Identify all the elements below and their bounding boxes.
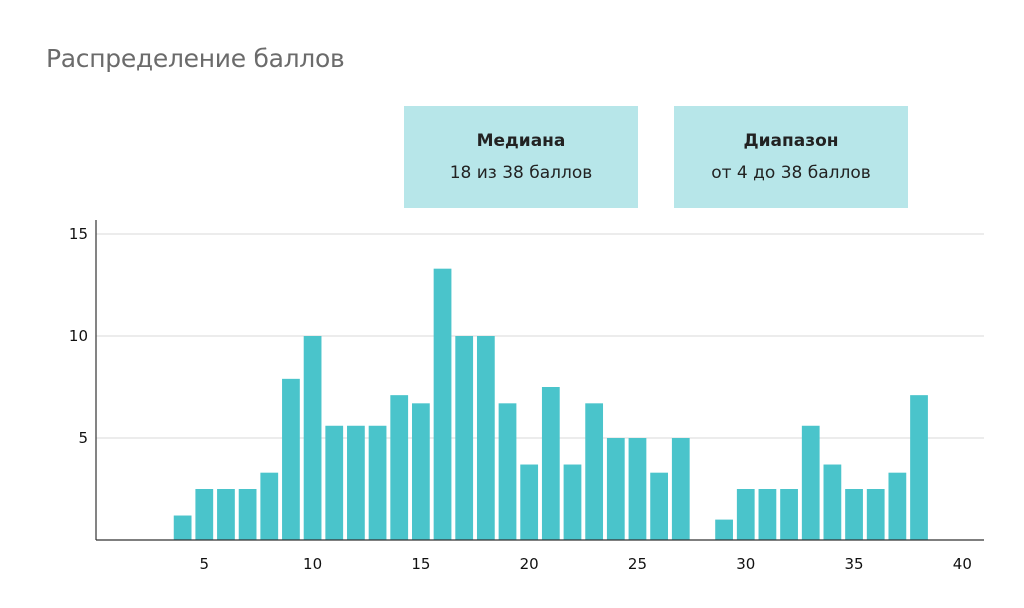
bar-score-9 <box>282 378 300 540</box>
bar-score-15 <box>411 403 430 540</box>
bar-score-33 <box>801 425 820 540</box>
x-tick-label: 20 <box>520 555 539 573</box>
y-tick-label: 10 <box>69 327 88 345</box>
bar-score-19 <box>498 403 517 540</box>
x-tick-label: 10 <box>303 555 322 573</box>
bar-score-8 <box>260 472 279 540</box>
y-tick-label: 15 <box>69 225 88 243</box>
bar-score-4 <box>173 515 192 540</box>
bar-score-24 <box>606 438 625 540</box>
range-label: Диапазон <box>743 131 839 151</box>
bar-score-37 <box>888 472 907 540</box>
x-tick-label: 30 <box>736 555 755 573</box>
bar-score-20 <box>520 464 539 540</box>
bar-score-14 <box>390 395 409 540</box>
bar-score-25 <box>628 438 647 540</box>
bar-score-29 <box>715 519 733 540</box>
bar-score-12 <box>347 425 365 540</box>
bar-score-32 <box>780 489 798 540</box>
bar-score-38 <box>910 395 928 540</box>
y-tick-label: 5 <box>78 429 88 447</box>
bar-score-26 <box>650 472 669 540</box>
chart-title: Распределение баллов <box>46 44 345 73</box>
bar-score-13 <box>368 425 387 540</box>
bar-score-22 <box>563 464 582 540</box>
axes <box>95 220 984 541</box>
x-tick-label: 25 <box>628 555 647 573</box>
bar-score-27 <box>671 438 690 540</box>
bar-score-11 <box>325 425 344 540</box>
bar-score-31 <box>758 489 777 540</box>
bar-score-7 <box>238 489 257 540</box>
tick-labels: 5 10 15 5 10 15 20 25 30 35 40 <box>69 225 972 573</box>
x-tick-label: 5 <box>200 555 210 573</box>
bar-score-10 <box>303 336 322 540</box>
x-tick-label: 40 <box>953 555 972 573</box>
median-value: 18 из 38 баллов <box>449 163 593 183</box>
bar-score-36 <box>866 489 885 540</box>
range-stat-box: Диапазон от 4 до 38 баллов <box>674 106 908 208</box>
range-value: от 4 до 38 баллов <box>711 163 871 183</box>
bar-score-5 <box>195 489 214 540</box>
bar-score-23 <box>585 403 604 540</box>
bar-score-18 <box>476 336 495 540</box>
grid-lines <box>96 233 984 439</box>
x-tick-label: 15 <box>411 555 430 573</box>
x-tick-label: 35 <box>845 555 864 573</box>
bar-score-6 <box>217 489 235 540</box>
bar-score-34 <box>823 464 842 540</box>
bar-score-21 <box>541 387 560 540</box>
histogram-bars <box>173 268 928 540</box>
median-label: Медиана <box>476 131 566 151</box>
median-stat-box: Медиана 18 из 38 баллов <box>404 106 638 208</box>
bar-score-17 <box>455 336 474 540</box>
bar-score-16 <box>433 268 452 540</box>
bar-score-30 <box>736 489 755 540</box>
bar-score-35 <box>845 489 863 540</box>
